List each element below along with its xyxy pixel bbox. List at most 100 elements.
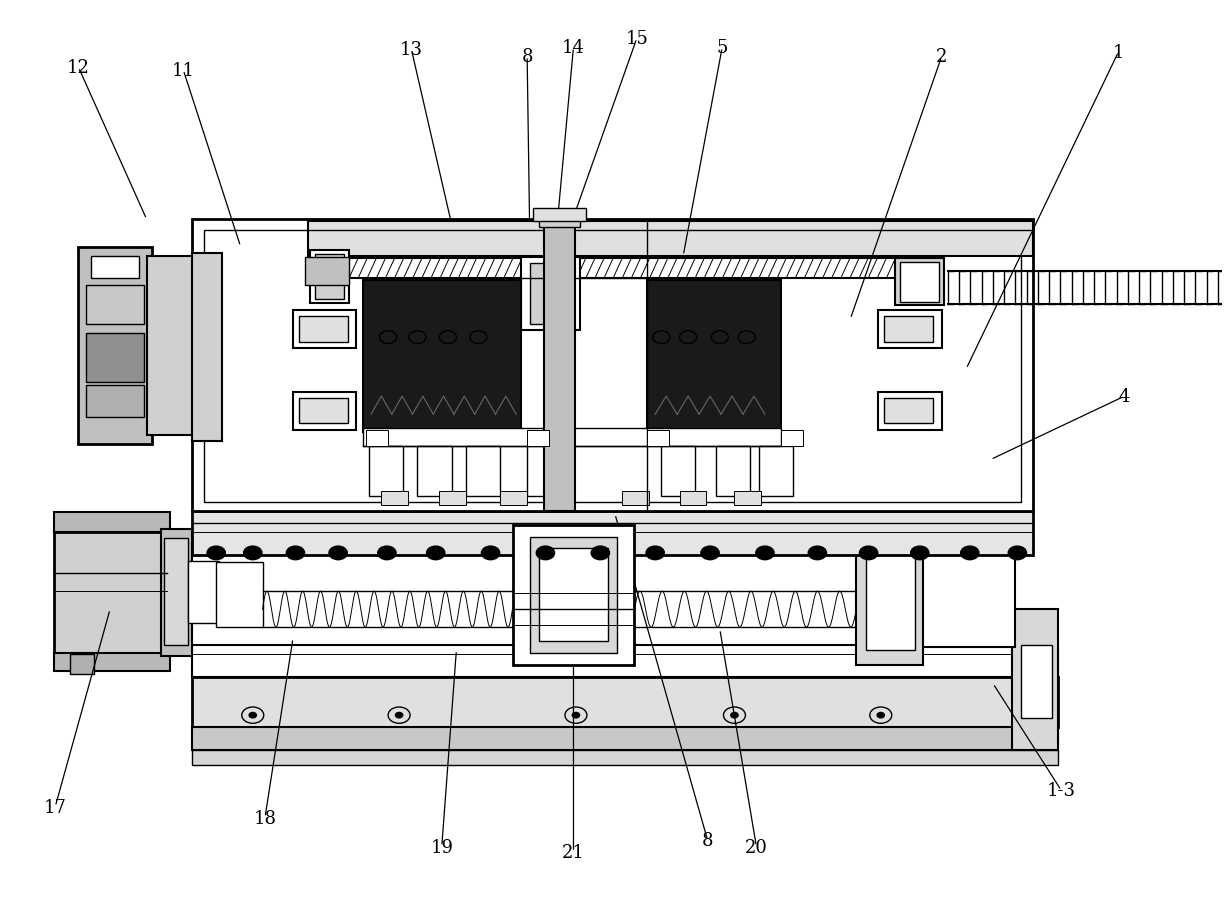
- Polygon shape: [192, 646, 1057, 678]
- Bar: [895, 259, 944, 306]
- Bar: [418, 446, 452, 496]
- Text: 2: 2: [936, 48, 947, 67]
- Text: 12: 12: [67, 59, 89, 77]
- Bar: [884, 317, 933, 343]
- Bar: [622, 492, 649, 506]
- Bar: [54, 513, 170, 532]
- Circle shape: [330, 547, 347, 560]
- Text: 1: 1: [1112, 44, 1125, 62]
- Bar: [78, 247, 152, 445]
- Bar: [162, 530, 192, 657]
- Bar: [293, 311, 356, 349]
- Circle shape: [701, 547, 719, 560]
- Bar: [1020, 646, 1051, 718]
- Bar: [539, 211, 579, 228]
- Circle shape: [860, 547, 878, 560]
- Bar: [533, 210, 586, 222]
- Bar: [866, 537, 915, 650]
- Bar: [293, 392, 356, 430]
- Bar: [680, 492, 707, 506]
- Circle shape: [396, 712, 403, 718]
- Bar: [86, 333, 145, 383]
- Circle shape: [910, 547, 929, 560]
- Circle shape: [426, 547, 445, 560]
- Polygon shape: [192, 750, 1057, 765]
- Circle shape: [249, 712, 256, 718]
- Text: 19: 19: [430, 838, 453, 855]
- Text: 18: 18: [254, 809, 277, 826]
- Text: 15: 15: [626, 30, 648, 48]
- Circle shape: [537, 547, 555, 560]
- Circle shape: [244, 547, 262, 560]
- Bar: [884, 398, 933, 424]
- Bar: [856, 521, 924, 666]
- Circle shape: [646, 547, 664, 560]
- Text: 21: 21: [562, 843, 584, 861]
- Bar: [527, 430, 549, 446]
- Circle shape: [592, 547, 610, 560]
- Bar: [54, 653, 170, 671]
- Bar: [900, 262, 940, 302]
- Bar: [1013, 609, 1057, 750]
- Bar: [363, 428, 780, 446]
- Bar: [735, 492, 761, 506]
- Bar: [544, 222, 575, 512]
- Bar: [189, 561, 218, 623]
- Circle shape: [1008, 547, 1027, 560]
- Bar: [299, 317, 348, 343]
- Bar: [305, 258, 349, 285]
- Bar: [205, 231, 1020, 503]
- Bar: [440, 492, 467, 506]
- Bar: [647, 430, 669, 446]
- Text: 11: 11: [172, 62, 195, 79]
- Bar: [529, 263, 571, 325]
- Bar: [521, 258, 579, 331]
- Polygon shape: [192, 727, 1057, 750]
- Bar: [70, 655, 94, 675]
- Circle shape: [377, 547, 396, 560]
- Bar: [310, 251, 349, 303]
- Bar: [216, 562, 262, 628]
- Bar: [363, 281, 521, 433]
- Bar: [192, 253, 222, 442]
- Text: 8: 8: [702, 832, 713, 849]
- Circle shape: [481, 547, 500, 560]
- Bar: [366, 430, 388, 446]
- Circle shape: [287, 547, 305, 560]
- Bar: [529, 537, 617, 653]
- Bar: [647, 281, 780, 433]
- Text: 20: 20: [745, 838, 768, 855]
- Bar: [192, 220, 1033, 512]
- Text: 1-3: 1-3: [1046, 782, 1076, 800]
- Bar: [924, 540, 1016, 648]
- Circle shape: [960, 547, 979, 560]
- Bar: [500, 492, 527, 506]
- Text: 8: 8: [522, 48, 533, 67]
- Circle shape: [877, 712, 884, 718]
- Bar: [878, 392, 942, 430]
- Bar: [662, 446, 696, 496]
- Text: 14: 14: [562, 39, 584, 57]
- Circle shape: [207, 547, 225, 560]
- Circle shape: [808, 547, 827, 560]
- Polygon shape: [192, 678, 1057, 727]
- Text: 13: 13: [399, 41, 423, 59]
- Bar: [86, 286, 145, 324]
- Bar: [307, 222, 1033, 256]
- Bar: [164, 538, 189, 646]
- Circle shape: [756, 547, 774, 560]
- Bar: [192, 512, 1033, 555]
- Bar: [86, 385, 145, 417]
- Circle shape: [572, 712, 579, 718]
- Bar: [54, 532, 170, 655]
- Bar: [780, 430, 802, 446]
- Bar: [91, 256, 140, 279]
- Text: 4: 4: [1118, 388, 1131, 405]
- Bar: [539, 548, 608, 641]
- Bar: [369, 446, 403, 496]
- Bar: [467, 446, 500, 496]
- Text: 5: 5: [717, 39, 728, 57]
- Bar: [315, 254, 344, 300]
- Text: 17: 17: [44, 798, 66, 816]
- Bar: [381, 492, 408, 506]
